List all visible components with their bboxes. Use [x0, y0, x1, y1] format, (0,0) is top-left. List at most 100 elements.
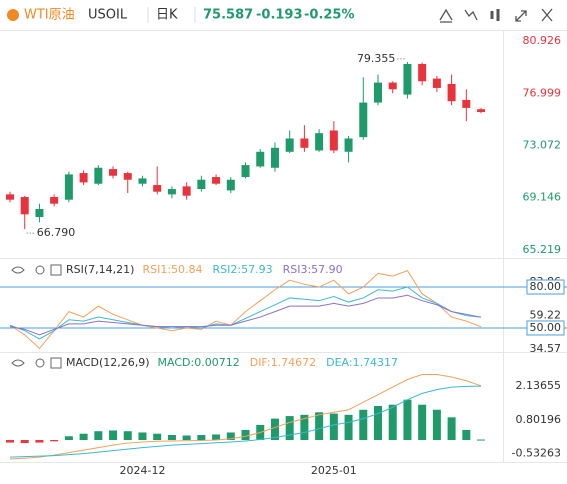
series-line — [9, 294, 482, 336]
bar — [300, 414, 309, 441]
bar — [329, 413, 338, 441]
y-tick-label: 65.219 — [523, 243, 562, 256]
legend-item: RSI1:50.84 — [142, 263, 202, 276]
bar — [79, 433, 88, 441]
bar — [403, 399, 412, 441]
bar — [418, 404, 427, 441]
bar — [226, 432, 235, 441]
candle-body — [447, 83, 456, 102]
legend-item: DIF:1.74672 — [250, 356, 316, 369]
legend-item: MACD:0.00712 — [158, 356, 240, 369]
reference-label-box — [526, 279, 565, 295]
candle-body — [35, 209, 44, 217]
price-change: -0.193 — [256, 8, 303, 23]
candle-body — [432, 78, 441, 88]
y-tick-label: -0.53263 — [512, 446, 561, 459]
candle-body — [477, 109, 486, 113]
bar — [123, 431, 132, 441]
series-line — [9, 373, 482, 460]
y-tick-label: 73.072 — [523, 139, 562, 152]
macd-controls — [11, 357, 62, 369]
candle-body — [300, 138, 309, 148]
bar — [35, 440, 44, 443]
close-icon[interactable] — [541, 8, 553, 22]
bar — [462, 429, 471, 441]
bar — [315, 412, 324, 441]
bar — [241, 429, 250, 441]
bar — [197, 434, 206, 441]
candle-body — [109, 169, 118, 176]
bar — [109, 430, 118, 441]
bar — [388, 404, 397, 441]
bar — [64, 436, 73, 441]
settings-icon[interactable] — [35, 265, 45, 275]
instrument-name: WTI原油 — [24, 8, 75, 23]
candle-body — [418, 63, 427, 82]
bar — [344, 414, 353, 441]
candle-body — [212, 177, 221, 184]
candle-body — [256, 151, 265, 167]
bar — [138, 432, 147, 441]
bar — [477, 439, 486, 441]
bar — [212, 434, 221, 441]
y-tick-label: 0.80196 — [516, 413, 562, 426]
legend-item: RSI2:57.93 — [213, 263, 273, 276]
bar — [447, 417, 456, 441]
series-line — [9, 385, 482, 458]
candle-body — [359, 102, 368, 138]
bar — [374, 405, 382, 441]
bar — [285, 416, 294, 441]
series-line — [9, 270, 482, 350]
candle-body — [197, 179, 206, 190]
frame — [0, 30, 567, 463]
y-tick-label: 2.13655 — [516, 379, 562, 392]
settings-icon[interactable] — [35, 358, 45, 368]
price: 75.587 — [203, 8, 253, 23]
candle-body — [226, 179, 235, 191]
bar — [50, 440, 59, 442]
instrument-symbol[interactable]: USOIL — [88, 8, 128, 23]
candle-body — [79, 173, 88, 183]
bar — [270, 418, 279, 441]
candle-style-icon[interactable] — [490, 9, 500, 21]
y-tick-label: 34.57 — [530, 342, 562, 355]
y-tick-label: 59.22 — [530, 308, 562, 321]
draw-tool-icon[interactable] — [439, 8, 453, 23]
candle-body — [94, 167, 103, 184]
x-tick-label: 2025-01 — [311, 464, 357, 477]
bar — [94, 431, 103, 441]
candle-body — [462, 99, 471, 108]
candle-body — [182, 186, 191, 196]
candle-body — [403, 63, 412, 95]
candle-body — [6, 194, 14, 200]
candle-body — [285, 138, 294, 152]
price-change-pct: -0.25% — [304, 8, 355, 23]
reference-label: 50.00 — [530, 321, 562, 334]
legend-title: RSI(7,14,21) — [66, 263, 134, 276]
bar — [182, 435, 191, 441]
bar — [6, 440, 14, 443]
bar — [167, 434, 176, 441]
more-icon[interactable] — [50, 264, 62, 276]
candle-body — [329, 130, 338, 151]
reference-label: 80.00 — [530, 280, 562, 293]
candle-body — [50, 197, 59, 204]
y-tick-label: 76.999 — [523, 86, 562, 99]
toolbar — [439, 8, 553, 23]
symbol-icon — [7, 9, 19, 21]
candle-body — [167, 189, 176, 195]
series-line — [9, 286, 482, 340]
period[interactable]: 日K — [156, 8, 178, 23]
visibility-icon[interactable] — [11, 359, 25, 367]
candle-body — [344, 138, 353, 152]
annotation: 66.790 — [37, 226, 76, 239]
fullscreen-icon[interactable] — [515, 10, 527, 22]
candle-body — [270, 147, 279, 168]
legend-title: MACD(12,26,9) — [66, 356, 150, 369]
indicator-icon[interactable] — [464, 9, 478, 21]
candle-body — [241, 165, 250, 178]
y-tick-label: 69.146 — [523, 191, 562, 204]
visibility-icon[interactable] — [11, 266, 25, 274]
more-icon[interactable] — [50, 357, 62, 369]
